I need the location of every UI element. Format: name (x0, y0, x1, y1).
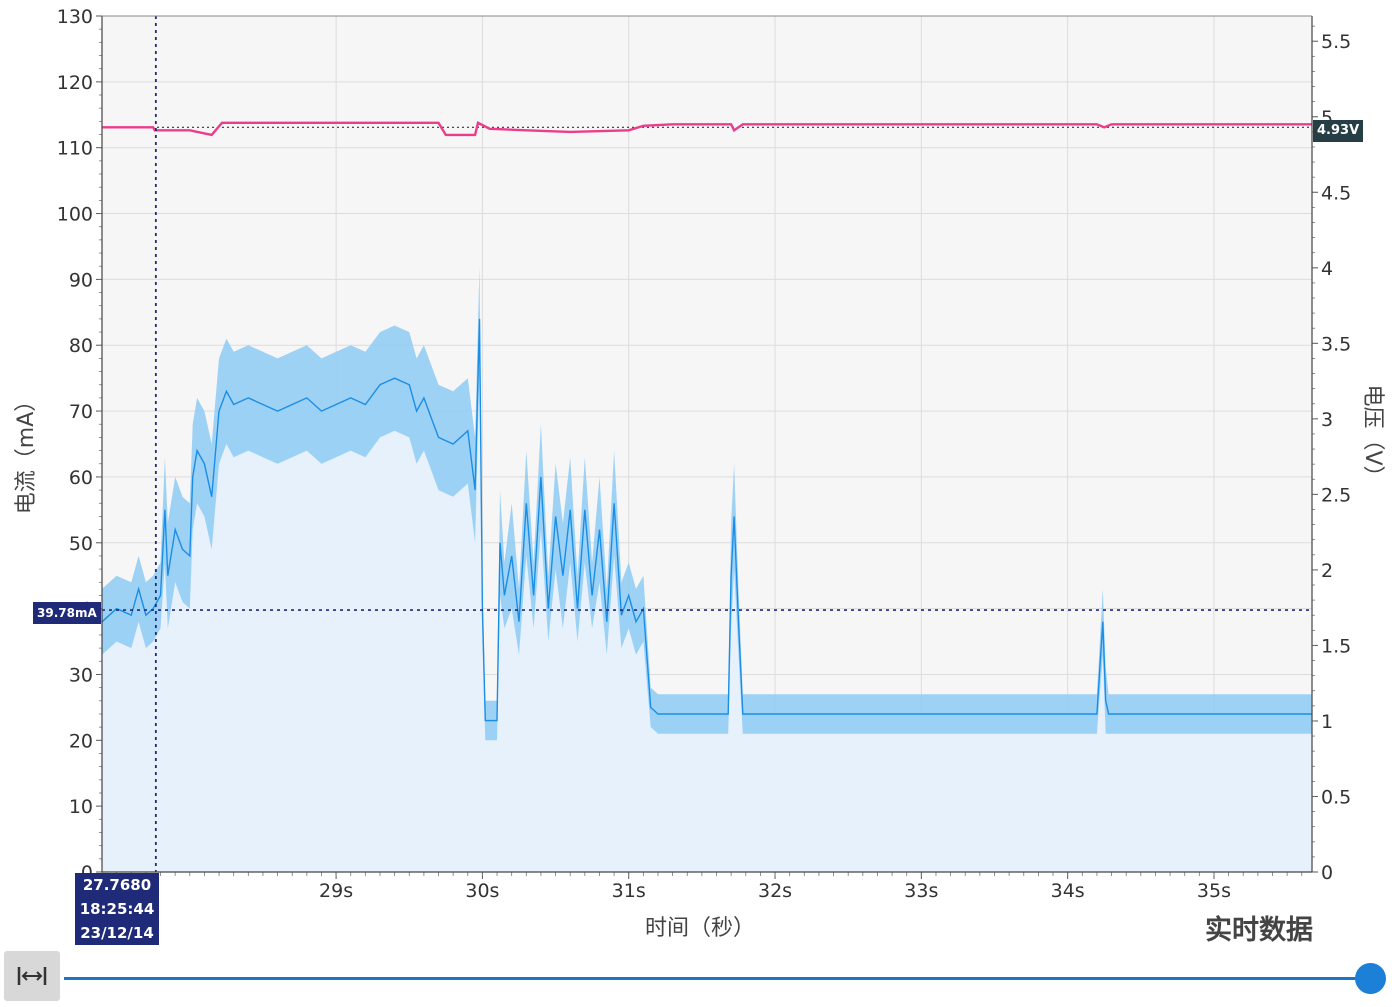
y-left-tick-label: 20 (69, 730, 93, 752)
y-left-axis-label: 电流（mA） (14, 390, 39, 514)
y-right-tick-label: 2.5 (1321, 484, 1351, 506)
y-left-tick-label: 80 (69, 335, 93, 357)
realtime-mode-label: 实时数据 (1205, 915, 1313, 946)
y-left-tick-label: 120 (57, 72, 93, 94)
x-tick-label: 29s (319, 880, 353, 902)
cursor-time: 27.7680 (82, 876, 152, 894)
y-left-tick-label: 50 (69, 533, 93, 555)
x-tick-label: 32s (758, 880, 792, 902)
current-range-band (102, 266, 1312, 741)
y-left-tick-label: 30 (69, 664, 93, 686)
current-series-line (101, 318, 1312, 722)
y-right-tick-label: 4 (1321, 258, 1333, 280)
y-right-tick-label: 1.5 (1321, 635, 1351, 657)
axes (96, 15, 1318, 879)
y-left-tick-label: 100 (57, 204, 93, 226)
y-left-tick-label: 130 (57, 6, 93, 28)
y-right-tick-label: 0.5 (1321, 786, 1351, 808)
y-right-tick-label: 1 (1321, 711, 1333, 733)
y-left-tick-label: 110 (57, 138, 93, 160)
y-right-axis-label: 电压（V） (1360, 384, 1385, 487)
cursor-date: 23/12/14 (80, 924, 154, 942)
x-tick-label: 30s (465, 880, 499, 902)
cursor-readout[interactable]: 27.7680 18:25:44 23/12/14 (75, 873, 159, 945)
current-area (102, 318, 1312, 872)
x-tick-label: 35s (1197, 880, 1231, 902)
y-right-tick-label: 2 (1321, 560, 1333, 582)
fit-width-icon (17, 967, 47, 985)
voltage-value-tag: 4.93V (1313, 120, 1364, 142)
x-tick-label: 31s (612, 880, 646, 902)
y-left-tick-label: 60 (69, 467, 93, 489)
y-left-tick-label: 90 (69, 269, 93, 291)
x-tick-label: 33s (904, 880, 938, 902)
y-left-tick-label: 10 (69, 796, 93, 818)
y-right-tick-label: 3 (1321, 409, 1333, 431)
x-tick-label: 34s (1051, 880, 1085, 902)
fit-width-button[interactable] (4, 951, 60, 1001)
x-axis-label: 时间（秒） (645, 916, 755, 941)
cursor-clock: 18:25:44 (79, 900, 155, 918)
timeline-slider-track[interactable] (64, 977, 1372, 980)
timeline-slider-thumb[interactable] (1355, 963, 1386, 994)
y-right-tick-label: 0 (1321, 862, 1333, 884)
y-right-tick-label: 4.5 (1321, 182, 1351, 204)
current-value-tag: 39.78mA (33, 602, 101, 624)
y-right-tick-label: 5.5 (1321, 31, 1351, 53)
y-left-tick-label: 70 (69, 401, 93, 423)
y-right-tick-label: 3.5 (1321, 333, 1351, 355)
voltage-series-line (102, 121, 1312, 137)
